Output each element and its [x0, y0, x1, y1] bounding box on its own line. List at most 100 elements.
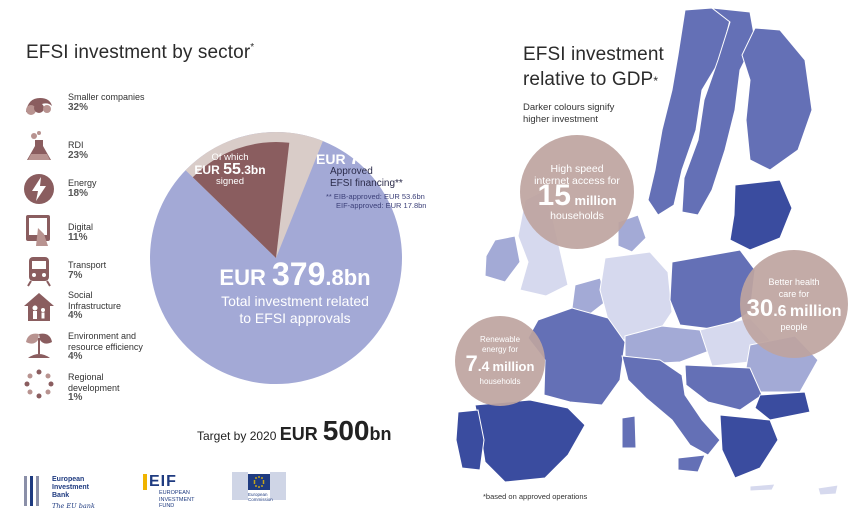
map-portugal	[455, 409, 485, 471]
map-balkans	[684, 364, 763, 411]
rdi-flask-icon	[27, 131, 51, 160]
map-benelux	[571, 277, 609, 315]
social-infrastructure-icon	[24, 293, 54, 321]
internet-tail: households	[550, 209, 604, 222]
sector-name: Environment and resource efficiency	[68, 331, 143, 352]
eib-logo-line-3: Bank	[52, 492, 70, 499]
eib-logo-line-2: Investment	[52, 484, 89, 491]
investment-pie	[150, 131, 402, 384]
renewable-unit: million	[492, 359, 535, 374]
sector-item: Smaller companies 32%	[22, 90, 172, 126]
map-cyprus	[817, 484, 839, 496]
sector-pct: 4%	[68, 351, 83, 362]
internet-line-2: internet access for	[534, 174, 620, 187]
signed-int: 55	[223, 161, 241, 178]
sector-item: Environment and resource efficiency 4%	[22, 328, 172, 364]
eib-logo-mark	[24, 476, 39, 506]
transport-train-icon	[27, 257, 51, 287]
gdp-subtitle: Darker colours signify higher investment	[523, 102, 615, 125]
eib-logo-line-1: European	[52, 476, 85, 483]
sector-pct: 23%	[68, 149, 89, 161]
energy-bolt-icon	[24, 174, 54, 204]
sector-name: RDI	[68, 140, 84, 150]
target-2020: Target by 2020 EUR 500bn	[197, 415, 391, 447]
sector-item: Digital 11%	[22, 212, 172, 248]
renewable-energy-bubble: Renewable energy for 7.4 million househo…	[455, 316, 545, 406]
eif-approved-line: EIF-approved: EUR 17.8bn	[336, 201, 427, 210]
total-label: EUR 379.8bn Total investment related to …	[195, 256, 395, 327]
approved-currency: EUR	[316, 151, 346, 167]
map-italy	[621, 355, 721, 456]
map-greece	[719, 414, 779, 479]
sector-pct: 18%	[68, 187, 89, 199]
signed-label: Of which EUR 55.3bn signed	[190, 152, 270, 188]
sector-name: Social Infrastructure	[68, 290, 122, 311]
digital-tablet-icon	[26, 215, 50, 246]
map-sardinia	[621, 415, 637, 449]
total-int: 379	[271, 256, 326, 292]
health-line-1: Better health	[768, 276, 820, 287]
health-care-bubble: Better health care for 30.6 million peop…	[740, 250, 848, 358]
sector-item: RDI 23%	[22, 130, 172, 166]
ec-logo-mark	[232, 472, 286, 500]
gdp-title-line-2: relative to GDP	[523, 69, 654, 90]
health-tail: people	[780, 321, 808, 332]
map-ireland	[484, 235, 521, 283]
map-finland	[741, 27, 813, 171]
internet-number: 15 million	[538, 180, 617, 210]
sector-pct: 4%	[68, 310, 83, 321]
eib-logo: European Investment Bank The EU bank	[22, 470, 122, 510]
sector-pct: 7%	[68, 269, 83, 281]
total-dec: .8bn	[325, 265, 371, 290]
target-amount: EUR 500bn	[279, 415, 392, 446]
eif-logo-line-3: FUND	[159, 503, 175, 509]
total-currency: EUR	[219, 265, 266, 290]
map-crete	[749, 483, 776, 492]
sector-pct: 32%	[68, 101, 89, 113]
eif-logo-line-2: INVESTMENT	[159, 496, 195, 503]
signed-amount: EUR 55.3bn	[190, 161, 270, 178]
pie-signed-slice	[192, 142, 290, 258]
internet-access-bubble: High speed internet access for 15 millio…	[520, 135, 634, 249]
health-num-dec: .6	[773, 302, 787, 320]
health-number: 30.6 million	[747, 296, 842, 321]
sector-name: Digital	[68, 222, 94, 232]
eib-approved-line: ** EIB-approved: EUR 53.6bn	[326, 192, 425, 201]
signed-currency: EUR	[194, 163, 220, 177]
total-amount: EUR 379.8bn	[195, 256, 395, 293]
ec-logo-line-2: Commission	[248, 497, 273, 502]
map-baltics	[729, 179, 793, 251]
map-poland	[669, 249, 756, 331]
target-currency: EUR	[279, 424, 318, 444]
target-suffix: bn	[369, 424, 392, 444]
european-commission-logo: European Commission	[232, 470, 292, 510]
sector-name: Smaller companies	[68, 92, 145, 102]
footnote: *based on approved operations	[483, 492, 588, 501]
health-line-2: care for	[778, 288, 810, 299]
gdp-title: EFSI investment relative to GDP*	[523, 42, 664, 94]
sector-name: Energy	[68, 178, 97, 188]
eif-logo-line-1: EUROPEAN	[159, 490, 190, 496]
signed-suffix: signed	[216, 176, 244, 187]
ec-logo-line-1: European	[248, 492, 268, 497]
internet-num: 15	[537, 178, 571, 212]
map-spain	[474, 399, 586, 483]
gdp-title-line-1: EFSI investment	[523, 44, 664, 65]
sector-name: Transport	[68, 260, 107, 270]
signed-prefix: Of which	[211, 152, 249, 163]
sector-title: EFSI investment by sector*	[26, 42, 254, 64]
internet-line-1: High speed	[550, 162, 604, 175]
sector-item: Regional development 1%	[22, 367, 172, 403]
internet-unit: million	[574, 192, 617, 208]
eib-logo-tagline: The EU bank	[52, 502, 95, 510]
sector-item: Transport 7%	[22, 254, 172, 290]
approved-dec: .4bn	[370, 151, 400, 167]
map-bulgaria	[754, 391, 811, 421]
approved-label: EUR 71.4bn Approved EFSI financing** ** …	[316, 149, 466, 210]
sector-item: Energy 18%	[22, 172, 172, 208]
eif-logo-mark: EIF	[143, 474, 213, 490]
sector-title-mark: *	[250, 42, 255, 53]
total-desc-1: Total investment related	[221, 293, 369, 309]
approved-amount: EUR 71.4bn	[316, 149, 466, 168]
sector-pct: 1%	[68, 392, 83, 403]
